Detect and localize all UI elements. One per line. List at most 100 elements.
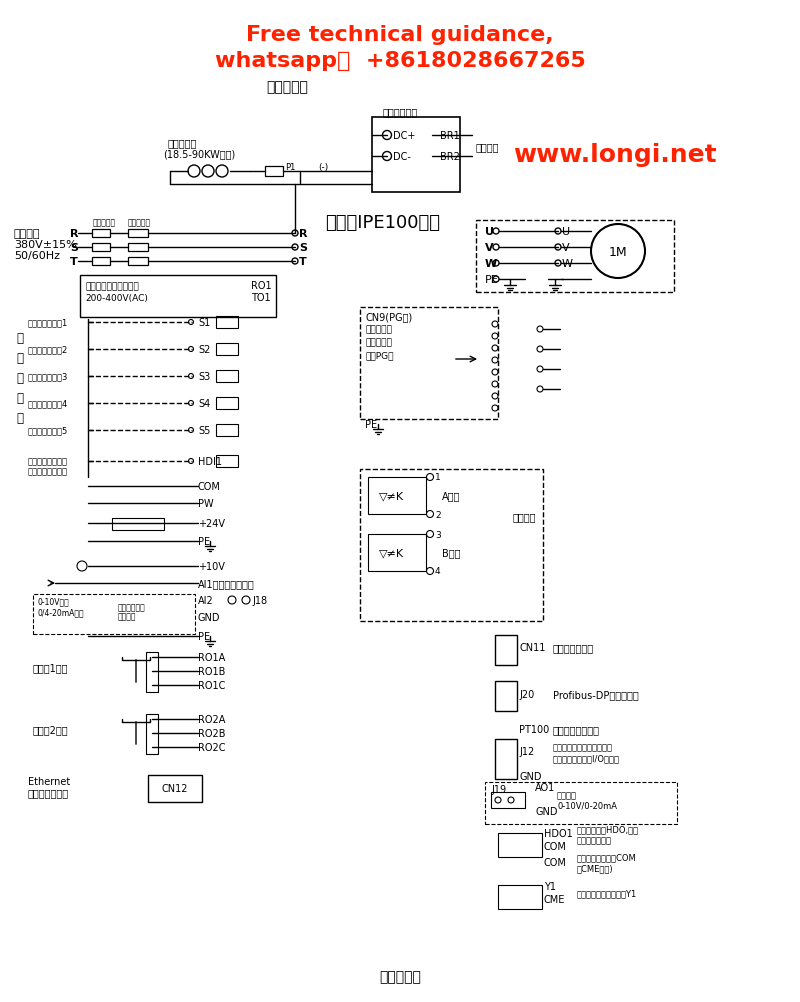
Bar <box>216 317 238 329</box>
Bar <box>33 594 195 634</box>
Text: 3: 3 <box>435 530 441 539</box>
Text: T: T <box>70 257 78 267</box>
Text: 0/4-20mA输入: 0/4-20mA输入 <box>38 608 85 617</box>
Text: 步机采用不: 步机采用不 <box>365 338 392 347</box>
Bar <box>92 258 110 266</box>
Text: 制动电阵: 制动电阵 <box>476 142 499 152</box>
Bar <box>216 398 238 410</box>
Text: V: V <box>485 242 494 253</box>
Text: COM: COM <box>544 857 567 867</box>
Text: DC-: DC- <box>393 152 411 162</box>
Text: 同步机和异: 同步机和异 <box>365 326 392 334</box>
Text: 路集电极输入可选: 路集电极输入可选 <box>28 467 68 476</box>
Text: 容速脉冲输入与开: 容速脉冲输入与开 <box>28 457 68 466</box>
Text: 4: 4 <box>435 567 441 576</box>
Text: BR1: BR1 <box>440 131 460 141</box>
Text: 380V±15%: 380V±15% <box>14 239 77 249</box>
Text: 功: 功 <box>16 351 23 364</box>
Text: 交流电抗器: 交流电抗器 <box>93 218 116 227</box>
Text: (-): (-) <box>318 162 328 171</box>
Text: HDO1: HDO1 <box>544 829 573 838</box>
Bar <box>216 371 238 383</box>
Text: CN12: CN12 <box>162 784 188 794</box>
Text: 多功能输入端了3: 多功能输入端了3 <box>28 372 68 381</box>
Text: 多功能输入端了4: 多功能输入端了4 <box>28 399 68 408</box>
Text: GND: GND <box>519 772 542 782</box>
Bar <box>368 478 426 514</box>
Text: 电机温度检测端子（出）短: 电机温度检测端子（出）短 <box>553 742 613 752</box>
Bar <box>80 276 276 318</box>
Text: 外引键盘面接口: 外引键盘面接口 <box>553 642 594 652</box>
Text: 50/60Hz: 50/60Hz <box>14 250 60 261</box>
Text: 三相电源: 三相电源 <box>14 228 41 238</box>
Text: +24V: +24V <box>198 518 225 528</box>
Text: 外部控制电源输出端子: 外部控制电源输出端子 <box>85 283 138 292</box>
Text: 同的PG卡: 同的PG卡 <box>365 351 394 360</box>
Text: A脉冲: A脉冲 <box>442 491 460 501</box>
Text: +10V: +10V <box>198 561 225 571</box>
Text: www.longi.net: www.longi.net <box>513 143 717 167</box>
Text: 接）注：只存在于I/O扩展卡: 接）注：只存在于I/O扩展卡 <box>553 754 620 763</box>
Bar <box>128 243 148 252</box>
Bar <box>372 118 460 192</box>
Text: RO2B: RO2B <box>198 728 226 738</box>
Bar <box>92 229 110 237</box>
Text: 以太网标准接口: 以太网标准接口 <box>28 788 69 798</box>
Text: J19: J19 <box>491 785 506 795</box>
Text: Profibus-DP通讯卡接口: Profibus-DP通讯卡接口 <box>553 689 638 699</box>
Text: 分频输出: 分频输出 <box>513 511 537 521</box>
Bar <box>498 885 542 909</box>
Text: 直流电抗器: 直流电抗器 <box>168 138 198 148</box>
Bar <box>216 456 238 468</box>
Text: PE: PE <box>198 631 210 641</box>
Bar <box>360 308 498 420</box>
Text: 输: 输 <box>16 391 23 404</box>
Text: 1M: 1M <box>609 245 627 259</box>
Text: R: R <box>299 228 307 238</box>
Text: CN9(PG卡): CN9(PG卡) <box>365 312 412 322</box>
Bar <box>148 776 202 803</box>
Text: P1: P1 <box>285 162 295 171</box>
Text: S1: S1 <box>198 318 210 328</box>
Text: （出）标准设定是COM: （出）标准设定是COM <box>577 853 637 862</box>
Text: RO1C: RO1C <box>198 680 226 690</box>
Text: 电压电流输入: 电压电流输入 <box>118 603 146 612</box>
Text: S4: S4 <box>198 399 210 409</box>
Text: 能: 能 <box>16 371 23 384</box>
Text: 多功能输入端了2: 多功能输入端了2 <box>28 345 68 354</box>
Text: B脉冲: B脉冲 <box>442 547 461 557</box>
Text: RO2A: RO2A <box>198 714 226 724</box>
Text: COM: COM <box>544 841 567 851</box>
Text: TO1: TO1 <box>251 293 270 303</box>
Text: U: U <box>485 226 494 236</box>
Text: GND: GND <box>535 807 558 817</box>
Text: Ethernet: Ethernet <box>28 777 70 787</box>
Text: DC+: DC+ <box>393 131 415 141</box>
Text: R: R <box>70 228 78 238</box>
Text: J12: J12 <box>519 746 534 757</box>
Text: Y1: Y1 <box>544 881 556 891</box>
Bar <box>491 793 525 809</box>
Text: ▽≠K: ▽≠K <box>379 491 405 501</box>
Text: V: V <box>562 242 570 253</box>
Bar <box>112 518 164 530</box>
Text: RO2C: RO2C <box>198 742 226 753</box>
Bar <box>128 258 148 266</box>
Bar <box>495 635 517 665</box>
Bar <box>216 344 238 356</box>
Text: PE: PE <box>198 536 210 546</box>
Text: J20: J20 <box>519 689 534 699</box>
Text: BR2: BR2 <box>440 152 460 162</box>
Text: 变频器IPE100系列: 变频器IPE100系列 <box>325 213 440 231</box>
Text: RO1B: RO1B <box>198 666 226 676</box>
Text: 多功能输入端了5: 多功能输入端了5 <box>28 426 68 435</box>
Text: 多: 多 <box>16 332 23 344</box>
Bar <box>495 681 517 711</box>
Bar <box>476 220 674 293</box>
Text: 转换跳线: 转换跳线 <box>118 612 137 621</box>
Bar <box>495 739 517 780</box>
Text: 200-400V(AC): 200-400V(AC) <box>85 294 148 303</box>
Text: W: W <box>485 259 498 269</box>
Text: 入: 入 <box>16 411 23 424</box>
Text: 0-10V输入: 0-10V输入 <box>38 597 70 606</box>
